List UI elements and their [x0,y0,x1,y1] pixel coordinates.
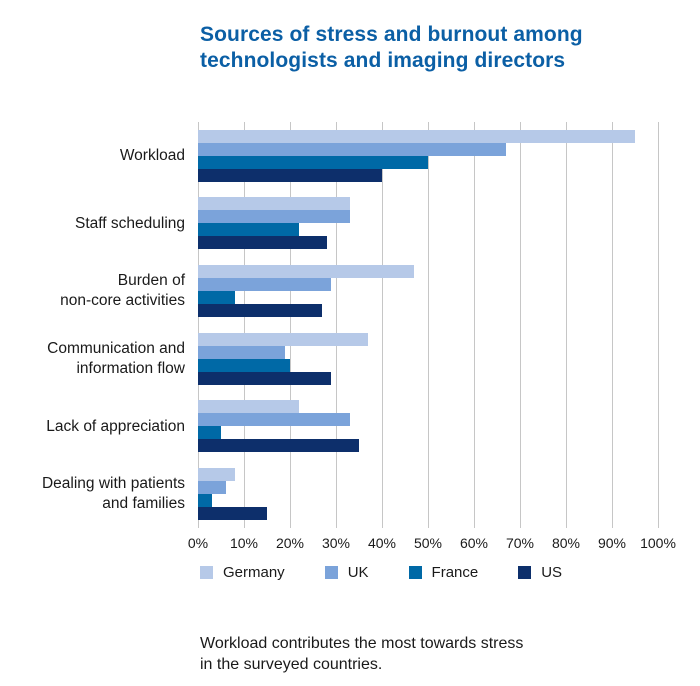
bar-germany-4 [198,400,300,414]
x-tick-70: 70% [505,535,535,551]
gridline-100 [658,122,659,528]
bar-us-1 [198,236,327,250]
bar-group-4 [198,393,658,461]
category-label-5: Dealing with patients and families [41,475,185,513]
bar-us-2 [198,304,323,318]
category-label-0: Workload [119,146,185,164]
bar-france-4 [198,426,221,440]
bar-france-1 [198,223,300,237]
bar-uk-2 [198,278,332,292]
bar-france-0 [198,155,428,169]
x-tick-100: 100% [640,535,676,551]
chart-caption: Workload contributes the most towards st… [200,635,524,673]
bar-uk-3 [198,345,286,359]
bar-us-0 [198,168,382,182]
bar-germany-5 [198,468,235,482]
bar-group-3 [198,325,658,393]
x-tick-40: 40% [367,535,397,551]
bar-france-3 [198,358,290,372]
bar-uk-5 [198,481,226,495]
category-axis: Workload Staff scheduling Burden of non-co… [0,122,185,528]
x-tick-90: 90% [597,535,627,551]
bar-france-2 [198,291,235,305]
x-tick-80: 80% [551,535,581,551]
legend-item-france: France [408,564,479,581]
bar-us-5 [198,507,267,521]
legend-item-uk: UK [324,564,369,581]
x-tick-50: 50% [413,535,443,551]
category-label-4: Lack of appreciation [46,417,185,435]
bar-group-5 [198,460,658,528]
x-tick-60: 60% [459,535,489,551]
gridline-80 [566,122,567,528]
bar-uk-1 [198,210,350,224]
bar-germany-2 [198,265,415,279]
gridline-70 [520,122,521,528]
legend-label-uk: UK [347,564,369,581]
x-tick-30: 30% [321,535,351,551]
bar-germany-1 [198,197,350,211]
bar-group-0 [198,122,658,190]
bar-group-2 [198,257,658,325]
gridline-60 [474,122,475,528]
x-axis: 0% 10% 20% 30% 40% 50% 60% 70% 80% 90% 100% [188,535,676,555]
bar-france-5 [198,494,212,508]
gridline-50 [428,122,429,528]
bar-us-4 [198,439,359,453]
plot-area [198,122,659,528]
chart-title: Sources of stress and burnout among tech… [200,23,583,73]
category-label-1: Staff scheduling [74,214,185,232]
bar-group-1 [198,190,658,258]
legend-swatch-uk [324,566,338,579]
bar-groups [198,122,658,528]
gridline-40 [382,122,383,528]
legend-label-germany: Germany [223,564,285,581]
x-tick-20: 20% [275,535,305,551]
legend-label-france: France [431,564,479,581]
x-tick-10: 10% [229,535,259,551]
gridline-20 [290,122,291,528]
legend: Germany UK France US [200,564,562,581]
gridline-30 [336,122,337,528]
x-tick-0: 0% [187,535,209,551]
legend-swatch-france [408,566,422,579]
category-label-3: Communication and information flow [47,339,185,377]
bar-uk-0 [198,142,507,156]
legend-label-us: US [541,564,563,581]
gridline-90 [612,122,613,528]
bar-uk-4 [198,413,350,427]
bar-us-3 [198,371,332,385]
gridline-0 [198,122,199,528]
bar-germany-3 [198,332,369,346]
gridline-10 [244,122,245,528]
legend-item-germany: Germany [200,564,285,581]
legend-item-us: US [518,564,562,581]
bar-germany-0 [198,129,635,143]
category-label-2: Burden of non-core activities [60,272,185,310]
legend-swatch-us [518,566,532,579]
legend-swatch-germany [200,566,213,579]
